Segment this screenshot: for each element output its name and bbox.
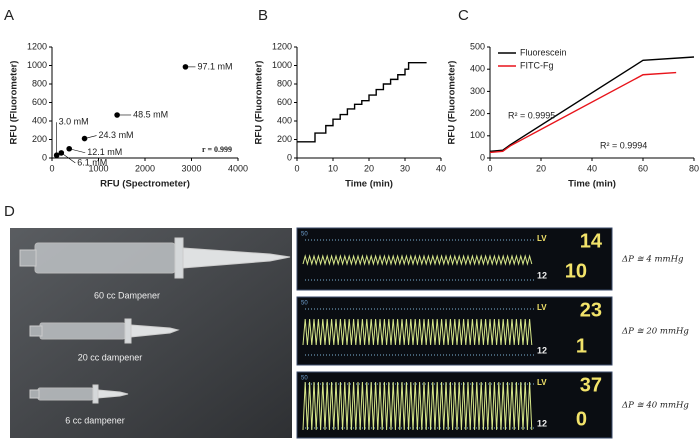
x-tick-label: 0 <box>49 163 54 173</box>
y-tick-label: 200 <box>277 134 292 144</box>
panel-label: C <box>458 7 469 24</box>
point-label: 12.1 mM <box>87 147 122 157</box>
syringes <box>19 237 291 404</box>
monitor-chamber: LV <box>537 378 547 387</box>
monitor-scale: 50 <box>301 301 308 307</box>
point <box>58 150 65 156</box>
x-tick-label: 4000 <box>228 163 248 173</box>
annotation: R² = 0.9994 <box>600 140 647 150</box>
monitor-diastolic: 0 <box>576 408 587 430</box>
x-tick-label: 10 <box>328 163 338 173</box>
monitor-systolic: 14 <box>580 230 603 252</box>
y-tick-label: 600 <box>32 97 47 107</box>
pressure-label: ΔP ≅ 20 mmHg <box>621 327 689 337</box>
x-axis-title: Time (min) <box>345 179 393 190</box>
y-tick-label: 600 <box>277 97 292 107</box>
monitor-systolic: 23 <box>580 299 602 321</box>
monitor-baseline: 12 <box>537 345 547 355</box>
line-series <box>489 71 677 154</box>
x-tick-label: 20 <box>536 163 546 173</box>
monitor-screen <box>296 296 613 366</box>
x-tick-label: 80 <box>689 163 699 173</box>
point <box>53 152 60 159</box>
photo-label: 20 cc dampener <box>78 352 143 362</box>
y-axis-title: RFU (Fluorometer) <box>9 61 20 145</box>
monitor-systolic: 37 <box>580 374 602 396</box>
x-tick-label: 20 <box>364 163 374 173</box>
y-axis-title: RFU (Fluorometer) <box>447 61 458 145</box>
x-tick-label: 40 <box>587 163 597 173</box>
point <box>182 64 189 70</box>
y-axis-title: RFU (Fluorometer) <box>254 61 265 145</box>
monitor-baseline: 12 <box>537 418 547 428</box>
y-tick-label: 500 <box>470 41 485 51</box>
panel-label: D <box>4 203 15 220</box>
annotation: R² = 0.9995 <box>508 110 555 120</box>
pressure-label: ΔP ≅ 4 mmHg <box>621 255 684 265</box>
x-axis-title: RFU (Spectrometer) <box>100 179 190 190</box>
photo-label: 60 cc Dampener <box>94 290 160 300</box>
point-label: 24.3 mM <box>99 130 134 140</box>
monitor-diastolic: 10 <box>565 260 587 282</box>
photo-label: 6 cc dampener <box>65 415 125 425</box>
annotation: r = 0.999 <box>202 145 232 154</box>
monitor-chamber: LV <box>537 234 547 243</box>
x-axis-title: Time (min) <box>568 179 616 190</box>
waveform <box>302 318 533 346</box>
panel-label: A <box>4 7 14 24</box>
y-tick-label: 0 <box>480 152 485 162</box>
x-tick-label: 60 <box>638 163 648 173</box>
monitor-chamber: LV <box>537 303 547 312</box>
y-tick-label: 300 <box>470 86 485 96</box>
monitor-baseline: 12 <box>537 270 547 280</box>
point-label: 3.0 mM <box>59 117 89 127</box>
line-series <box>297 62 427 143</box>
point <box>81 135 88 142</box>
waveform <box>302 381 533 431</box>
point <box>114 112 120 118</box>
x-tick-label: 0 <box>487 163 492 173</box>
point <box>66 145 73 152</box>
y-tick-label: 400 <box>470 64 485 74</box>
y-tick-label: 1200 <box>27 41 47 51</box>
waveform <box>302 254 533 266</box>
monitor-screen <box>296 227 613 291</box>
monitor-diastolic: 1 <box>576 335 587 357</box>
pressure-label: ΔP ≅ 40 mmHg <box>621 401 689 411</box>
point-label: 48.5 mM <box>133 109 168 119</box>
y-tick-label: 200 <box>470 108 485 118</box>
point-label: 6.1 mM <box>77 157 107 167</box>
x-tick-label: 0 <box>294 163 299 173</box>
line-series <box>489 56 695 153</box>
y-tick-label: 100 <box>470 130 485 140</box>
legend-label: FITC-Fg <box>520 60 554 70</box>
y-tick-label: 400 <box>277 115 292 125</box>
x-tick-label: 3000 <box>181 163 201 173</box>
x-tick-label: 40 <box>436 163 446 173</box>
y-tick-label: 800 <box>32 78 47 88</box>
y-tick-label: 0 <box>287 152 292 162</box>
legend-label: Fluorescein <box>520 47 567 57</box>
x-tick-label: 1000 <box>88 163 108 173</box>
y-tick-label: 1000 <box>272 60 292 70</box>
point-label: 97.1 mM <box>197 61 232 71</box>
panel-label: B <box>258 7 268 24</box>
x-tick-label: 30 <box>400 163 410 173</box>
y-tick-label: 400 <box>32 115 47 125</box>
monitor-scale: 50 <box>301 376 308 382</box>
y-tick-label: 1000 <box>27 60 47 70</box>
y-tick-label: 0 <box>42 152 47 162</box>
x-tick-label: 2000 <box>135 163 155 173</box>
y-tick-label: 1200 <box>272 41 292 51</box>
y-tick-label: 200 <box>32 134 47 144</box>
monitor-scale: 50 <box>301 232 308 238</box>
leader-line <box>61 152 76 164</box>
y-tick-label: 800 <box>277 78 292 88</box>
